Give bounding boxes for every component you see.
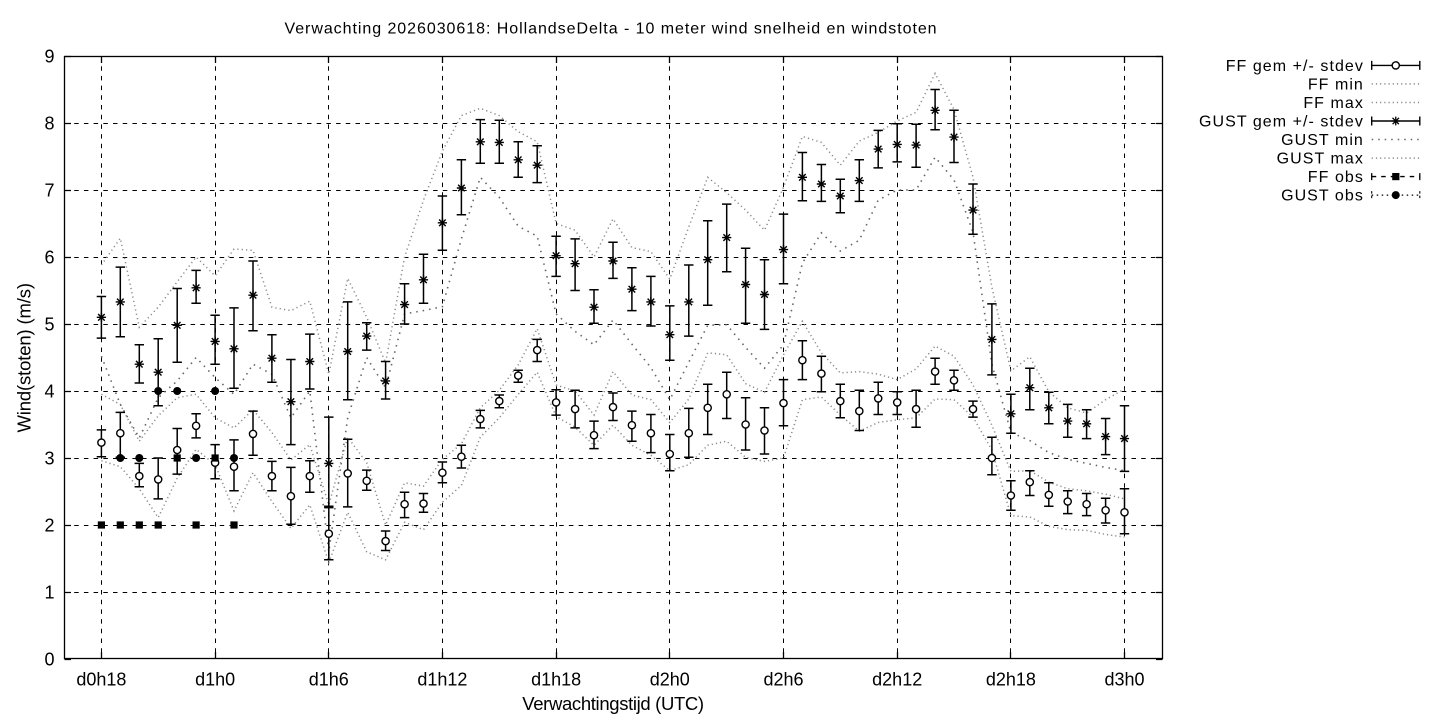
svg-text:5: 5: [44, 314, 54, 334]
svg-text:FF min: FF min: [1308, 77, 1364, 94]
svg-text:GUST min: GUST min: [1281, 132, 1364, 149]
svg-text:Verwachting 2026030618: Hollan: Verwachting 2026030618: HollandseDelta -…: [284, 21, 937, 38]
svg-text:d1h0: d1h0: [195, 670, 235, 690]
svg-text:7: 7: [44, 180, 54, 200]
svg-text:d2h18: d2h18: [986, 670, 1036, 690]
svg-text:FF max: FF max: [1303, 95, 1364, 112]
svg-text:d2h12: d2h12: [872, 670, 922, 690]
svg-text:d1h12: d1h12: [417, 670, 467, 690]
svg-text:d2h6: d2h6: [763, 670, 803, 690]
svg-text:0: 0: [44, 649, 54, 669]
svg-text:6: 6: [44, 247, 54, 267]
svg-text:8: 8: [44, 113, 54, 133]
svg-text:FF gem +/- stdev: FF gem +/- stdev: [1226, 58, 1364, 75]
svg-text:d1h6: d1h6: [309, 670, 349, 690]
svg-text:GUST gem +/- stdev: GUST gem +/- stdev: [1199, 114, 1364, 131]
svg-text:GUST obs: GUST obs: [1281, 188, 1364, 205]
svg-text:d0h18: d0h18: [76, 670, 126, 690]
svg-text:Verwachtingstijd (UTC): Verwachtingstijd (UTC): [522, 693, 704, 714]
svg-text:1: 1: [44, 582, 54, 602]
svg-text:d2h0: d2h0: [650, 670, 690, 690]
svg-text:4: 4: [44, 381, 54, 401]
svg-text:2: 2: [44, 515, 54, 535]
svg-text:d1h18: d1h18: [531, 670, 581, 690]
svg-text:GUST max: GUST max: [1277, 151, 1364, 168]
svg-text:d3h0: d3h0: [1104, 670, 1144, 690]
svg-text:9: 9: [44, 46, 54, 66]
svg-text:FF obs: FF obs: [1308, 169, 1364, 186]
svg-text:3: 3: [44, 448, 54, 468]
svg-text:Wind(stoten) (m/s): Wind(stoten) (m/s): [14, 283, 35, 432]
